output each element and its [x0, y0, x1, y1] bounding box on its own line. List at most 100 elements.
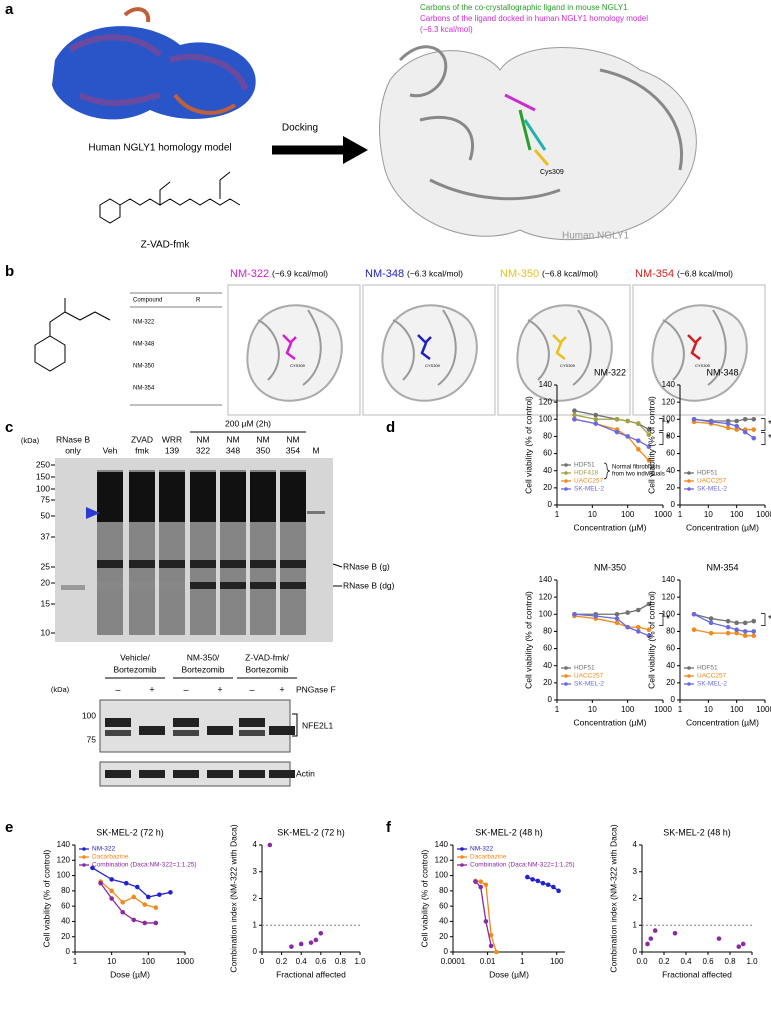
legend-swatch [687, 666, 691, 670]
x-tick-label: 1 [678, 705, 683, 714]
x-tick-label: 1000 [756, 510, 771, 519]
data-point [120, 909, 126, 915]
y-tick-label: 120 [57, 855, 71, 864]
blot-band [239, 770, 265, 778]
data-point [725, 425, 731, 431]
data-point [691, 416, 697, 422]
y-tick-label: 20 [543, 483, 552, 492]
gel-band [307, 511, 325, 514]
data-point [636, 624, 641, 630]
enzyme-state: – [249, 684, 254, 694]
x-tick-label: 100 [621, 705, 635, 714]
x-tick-label: 1 [678, 510, 683, 519]
data-point [636, 446, 641, 452]
protein-structure-part [504, 93, 536, 112]
legend-label: Combination (Daca:NM-322=1:1.25) [92, 862, 197, 869]
data-point [751, 633, 757, 639]
unit-label: (kDa) [51, 685, 70, 694]
table-cell: NM-322 [133, 320, 155, 326]
legend-label: SK-MEL-2 [697, 486, 727, 493]
legend-swatch [82, 855, 86, 859]
data-point [120, 900, 126, 905]
y-tick-label: 0 [66, 947, 71, 956]
data-point [742, 429, 748, 435]
ligand [417, 334, 432, 360]
significance-mark: * [666, 419, 670, 430]
gel-band [250, 582, 276, 589]
significance-mark: * [666, 433, 670, 444]
x-tick-label: 0.2 [658, 957, 670, 966]
legend-label: SK-MEL-2 [574, 486, 604, 493]
marker-label: 75 [41, 494, 51, 504]
x-axis-label: Dose (µM) [489, 969, 529, 979]
data-point [525, 874, 530, 880]
data-point [751, 435, 757, 441]
data-point [751, 416, 757, 422]
y-tick-label: 0 [548, 500, 553, 509]
y-tick-label: 3 [253, 867, 258, 876]
x-tick-label: 100 [730, 705, 744, 714]
enzyme-state: – [183, 684, 188, 694]
data-point [535, 878, 541, 884]
data-point [725, 421, 731, 426]
data-point [648, 936, 654, 941]
docking-arrow-part [343, 136, 368, 164]
data-point [478, 879, 484, 884]
gel-band [159, 582, 185, 589]
legend-label: SK-MEL-2 [574, 681, 604, 688]
legend-swatch [687, 682, 691, 686]
legend-label: NM-322 [470, 846, 494, 853]
data-point [593, 421, 599, 426]
protein-ribbon [392, 309, 457, 386]
legend-label: HDF418 [574, 470, 599, 477]
legend-swatch [687, 471, 691, 475]
significance-bracket [659, 418, 664, 431]
y-tick-label: 80 [439, 886, 448, 895]
panel-letter: d [386, 419, 395, 436]
y-tick-label: 120 [539, 397, 553, 406]
chart-title: NM-348 [706, 367, 738, 377]
legend-swatch [564, 471, 568, 475]
data-point [652, 928, 658, 933]
legend-swatch [460, 847, 464, 851]
significance-mark: * [768, 433, 771, 444]
significance-bracket [761, 613, 766, 626]
y-tick-label: 2 [633, 894, 638, 903]
significance-bracket [659, 613, 664, 626]
ligand [282, 334, 297, 360]
data-point [98, 880, 103, 886]
protein-structure-part [533, 149, 550, 166]
y-tick-label: 140 [57, 840, 71, 849]
gel-band [97, 560, 123, 568]
treatment-label: 200 µM (2h) [225, 418, 271, 428]
gel-band [129, 560, 155, 568]
data-point [614, 416, 620, 422]
data-point [614, 616, 620, 621]
data-point [483, 882, 489, 888]
gel-band [159, 560, 185, 568]
data-point [134, 884, 140, 890]
legend-swatch [687, 674, 691, 678]
y-tick-label: 100 [539, 414, 553, 423]
residue-label: CYS309 [425, 363, 441, 368]
legend-label: SK-MEL-2 [697, 681, 727, 688]
legend-swatch [564, 682, 568, 686]
y-tick-label: 40 [666, 661, 675, 670]
data-point [593, 416, 599, 422]
legend-label: HDF51 [574, 462, 595, 469]
y-tick-label: 60 [439, 901, 448, 910]
data-point [267, 842, 273, 848]
legend-swatch [564, 463, 568, 467]
gel-band [61, 585, 85, 590]
docking-arrow [272, 136, 368, 164]
legend-label: HDF51 [697, 665, 718, 672]
bracket [292, 713, 298, 737]
data-point [734, 423, 739, 429]
y-tick-label: 120 [662, 397, 676, 406]
x-tick-label: 100 [142, 957, 156, 966]
data-point [734, 620, 739, 626]
data-point [708, 630, 714, 636]
x-tick-label: 1000 [176, 957, 194, 966]
data-point [483, 919, 489, 924]
legend-swatch [687, 487, 691, 491]
